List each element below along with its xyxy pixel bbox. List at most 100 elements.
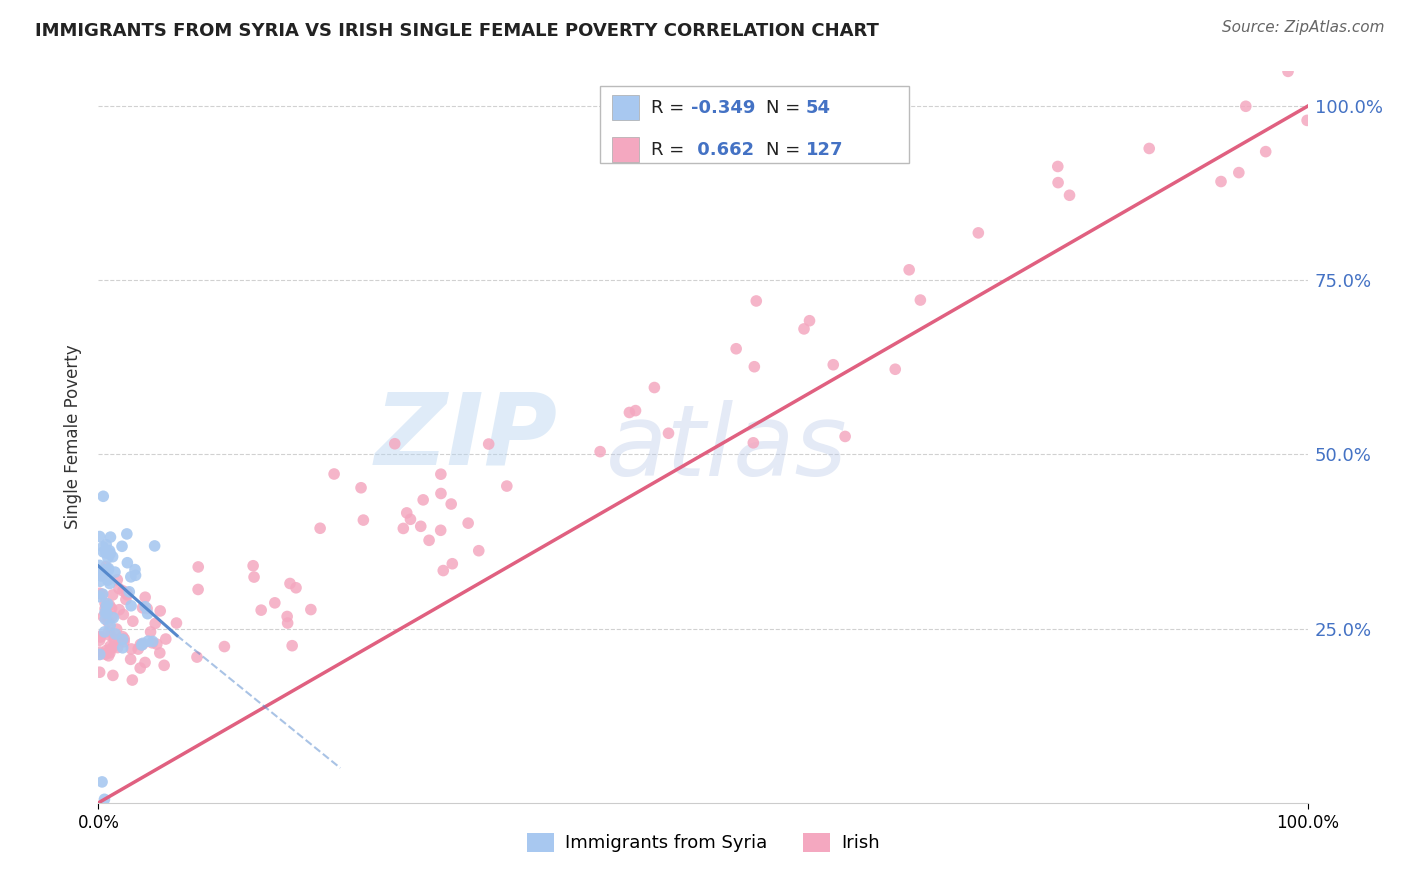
Point bbox=[107, 640, 129, 655]
Point bbox=[98, 640, 121, 654]
Point bbox=[187, 582, 209, 597]
Point bbox=[441, 557, 464, 571]
Point bbox=[91, 587, 114, 601]
Point bbox=[129, 637, 152, 651]
Point bbox=[91, 564, 114, 578]
Point bbox=[141, 636, 163, 650]
Point bbox=[97, 561, 120, 575]
Point bbox=[117, 556, 139, 570]
Point bbox=[91, 545, 114, 559]
Point bbox=[115, 585, 138, 599]
Point bbox=[108, 582, 131, 596]
Point bbox=[89, 586, 111, 600]
Point bbox=[101, 588, 124, 602]
Point bbox=[120, 599, 142, 613]
Point bbox=[89, 648, 111, 662]
Point bbox=[429, 523, 451, 537]
Point bbox=[149, 646, 172, 660]
Point bbox=[384, 436, 406, 450]
Point bbox=[155, 632, 177, 646]
Point bbox=[97, 597, 120, 611]
FancyBboxPatch shape bbox=[600, 86, 908, 163]
Point bbox=[409, 519, 432, 533]
Point bbox=[131, 638, 153, 652]
Point bbox=[97, 573, 120, 587]
Point bbox=[89, 574, 111, 589]
Point bbox=[98, 543, 121, 558]
Point bbox=[94, 546, 117, 560]
Point bbox=[96, 607, 118, 621]
Point bbox=[146, 637, 169, 651]
Point bbox=[657, 426, 679, 441]
Point bbox=[643, 380, 665, 394]
Point bbox=[107, 632, 129, 647]
FancyBboxPatch shape bbox=[613, 95, 638, 120]
Point bbox=[97, 648, 120, 663]
Point bbox=[1047, 176, 1070, 190]
Point bbox=[395, 506, 418, 520]
Point bbox=[352, 513, 374, 527]
Point bbox=[89, 558, 111, 573]
Point bbox=[91, 489, 114, 503]
Point bbox=[96, 643, 118, 657]
Point bbox=[101, 668, 124, 682]
Point bbox=[131, 600, 153, 615]
Point bbox=[101, 549, 124, 564]
Point bbox=[136, 607, 159, 621]
Point bbox=[323, 467, 346, 481]
Point bbox=[745, 293, 768, 308]
Point bbox=[430, 486, 453, 500]
Point bbox=[399, 512, 422, 526]
Point bbox=[89, 633, 111, 648]
Point bbox=[132, 636, 155, 650]
Point bbox=[418, 533, 440, 548]
Point bbox=[139, 624, 162, 639]
Point bbox=[91, 567, 114, 582]
Point bbox=[89, 665, 111, 680]
Point bbox=[93, 624, 115, 639]
Point bbox=[1059, 188, 1081, 202]
Point bbox=[134, 591, 156, 605]
Point bbox=[1277, 64, 1299, 78]
Text: R =: R = bbox=[651, 141, 690, 159]
Point bbox=[412, 492, 434, 507]
Point bbox=[127, 642, 149, 657]
Point bbox=[90, 568, 112, 582]
Point bbox=[89, 590, 111, 604]
Point bbox=[725, 342, 748, 356]
Point bbox=[624, 403, 647, 417]
Point bbox=[111, 583, 134, 598]
Point bbox=[105, 622, 128, 636]
Point bbox=[142, 634, 165, 648]
Text: R =: R = bbox=[651, 99, 690, 117]
Point bbox=[115, 592, 138, 607]
Point bbox=[118, 584, 141, 599]
Point bbox=[432, 564, 454, 578]
Point bbox=[111, 539, 134, 553]
Point bbox=[90, 630, 112, 644]
Point bbox=[134, 599, 156, 614]
Point bbox=[742, 435, 765, 450]
Point bbox=[165, 615, 187, 630]
Point bbox=[350, 481, 373, 495]
Point bbox=[1046, 160, 1069, 174]
Point bbox=[97, 563, 120, 577]
Point bbox=[214, 640, 236, 654]
Point bbox=[98, 618, 121, 632]
Point bbox=[94, 596, 117, 610]
Text: -0.349: -0.349 bbox=[690, 99, 755, 117]
Point bbox=[281, 639, 304, 653]
Point bbox=[94, 612, 117, 626]
Point bbox=[98, 646, 121, 660]
Point bbox=[285, 581, 308, 595]
Point bbox=[131, 638, 153, 652]
Text: 54: 54 bbox=[806, 99, 831, 117]
Point bbox=[1209, 175, 1232, 189]
Point bbox=[120, 570, 142, 584]
Point bbox=[105, 573, 128, 587]
Point bbox=[91, 587, 114, 601]
Point bbox=[910, 293, 932, 307]
Point bbox=[967, 226, 990, 240]
Point bbox=[495, 479, 517, 493]
Point bbox=[1296, 113, 1319, 128]
